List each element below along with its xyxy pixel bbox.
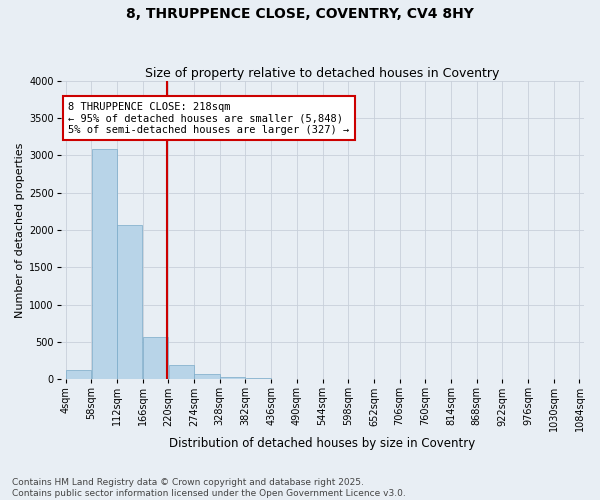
Y-axis label: Number of detached properties: Number of detached properties [15,142,25,318]
Bar [117,224,142,379]
Title: Size of property relative to detached houses in Coventry: Size of property relative to detached ho… [145,66,500,80]
Bar [220,376,245,379]
Text: 8, THRUPPENCE CLOSE, COVENTRY, CV4 8HY: 8, THRUPPENCE CLOSE, COVENTRY, CV4 8HY [126,8,474,22]
X-axis label: Distribution of detached houses by size in Coventry: Distribution of detached houses by size … [169,437,476,450]
Bar [66,370,91,379]
Bar [246,378,271,379]
Bar [143,338,168,379]
Bar [194,374,220,379]
Text: 8 THRUPPENCE CLOSE: 218sqm
← 95% of detached houses are smaller (5,848)
5% of se: 8 THRUPPENCE CLOSE: 218sqm ← 95% of deta… [68,102,350,135]
Bar [92,150,117,379]
Bar [169,366,194,379]
Text: Contains HM Land Registry data © Crown copyright and database right 2025.
Contai: Contains HM Land Registry data © Crown c… [12,478,406,498]
